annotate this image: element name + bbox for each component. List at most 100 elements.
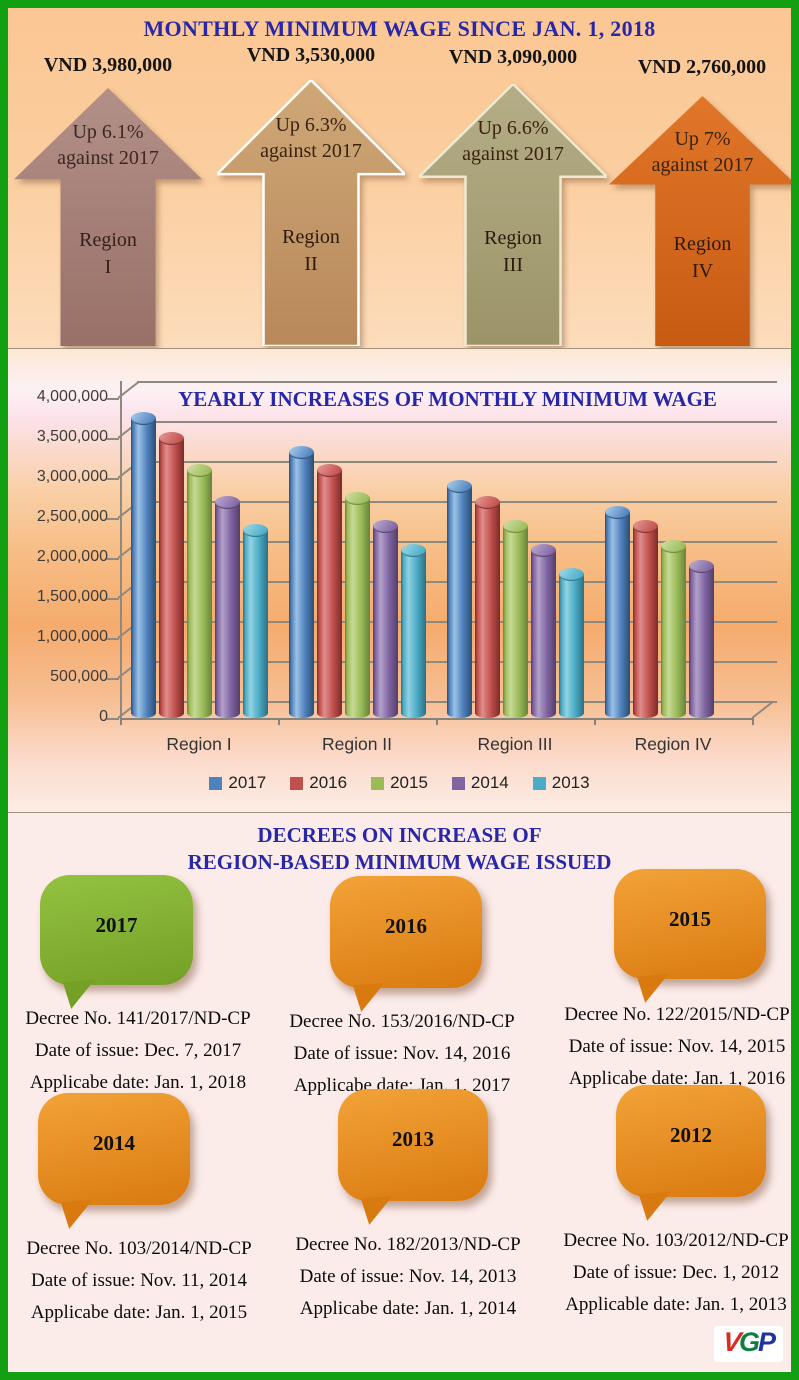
chart-title: YEARLY INCREASES OF MONTHLY MINIMUM WAGE xyxy=(178,387,717,411)
legend-label: 2013 xyxy=(551,773,590,792)
legend-label: 2015 xyxy=(390,773,428,792)
xtick xyxy=(436,718,438,725)
yearly-wage-chart-section: YEARLY INCREASES OF MONTHLY MINIMUM WAGE… xyxy=(8,348,791,812)
region-4-amount: VND 2,760,000 xyxy=(637,56,767,78)
up-arrow-icon xyxy=(609,96,791,346)
region-2-label: Region II xyxy=(282,225,340,275)
legend-swatch xyxy=(451,776,465,790)
logo-letter-p: P xyxy=(757,1327,776,1357)
xlab: Region III xyxy=(477,734,553,754)
up-arrow-icon xyxy=(217,80,405,346)
decree-applicable-date: Applicabe date: Jan. 1, 2018 xyxy=(29,1072,247,1093)
legend-swatch xyxy=(532,776,546,790)
logo-letter-g: G xyxy=(738,1327,760,1357)
region-4-arrow: Up 7% against 2017 Region IV xyxy=(609,96,791,346)
decree-number: Decree No. 103/2012/ND-CP xyxy=(563,1230,789,1251)
region-4-increase: Up 7% against 2017 xyxy=(651,128,754,176)
decree-issue-date: Date of issue: Nov. 14, 2016 xyxy=(293,1043,511,1064)
legend-item-2014: 2014 xyxy=(451,773,509,793)
decree-text-2012: Decree No. 103/2012/ND-CP Date of issue:… xyxy=(546,1225,791,1321)
vaxis xyxy=(120,381,122,718)
decrees-title-line1: DECREES ON INCREASE OF xyxy=(257,823,542,847)
decree-number: Decree No. 103/2014/ND-CP xyxy=(26,1238,252,1259)
ylab: 1,000,000 xyxy=(36,628,108,645)
bar-region-ii-2015 xyxy=(345,492,370,718)
region-3-label: Region III xyxy=(484,227,542,277)
diag xyxy=(751,701,773,719)
xtick xyxy=(752,718,754,725)
up-arrow-icon xyxy=(419,84,607,346)
stub xyxy=(107,598,119,600)
gridline xyxy=(137,381,777,383)
decree-issue-date: Date of issue: Nov. 14, 2013 xyxy=(299,1266,517,1287)
legend-label: 2014 xyxy=(470,773,509,792)
vgp-logo: VGP xyxy=(713,1326,783,1362)
ylab: 3,000,000 xyxy=(36,468,108,485)
region-1-arrow: Up 6.1% against 2017 Region I xyxy=(14,88,202,346)
xlab: Region IV xyxy=(634,734,712,754)
bar-region-i-2014 xyxy=(215,496,240,718)
ylab: 2,500,000 xyxy=(36,508,108,525)
bar-region-i-2017 xyxy=(131,412,156,718)
decree-text-2016: Decree No. 153/2016/ND-CP Date of issue:… xyxy=(272,1006,532,1102)
ylab: 3,500,000 xyxy=(36,428,108,445)
decree-text-2014: Decree No. 103/2014/ND-CP Date of issue:… xyxy=(8,1233,270,1329)
ylab: 0 xyxy=(99,708,108,725)
bar-region-i-2016 xyxy=(159,432,184,718)
ylab: 2,000,000 xyxy=(36,548,108,565)
stub xyxy=(107,478,119,480)
stub xyxy=(107,638,119,640)
region-1-increase: Up 6.1% against 2017 xyxy=(57,120,159,169)
logo-letter-v: V xyxy=(721,1327,741,1357)
xlab: Region II xyxy=(321,734,393,754)
decrees-section: DECREES ON INCREASE OF REGION-BASED MINI… xyxy=(8,812,791,1372)
ylab: 4,000,000 xyxy=(36,388,108,405)
decree-number: Decree No. 122/2015/ND-CP xyxy=(564,1004,790,1025)
stub xyxy=(107,718,119,720)
decree-text-2017: Decree No. 141/2017/ND-CP Date of issue:… xyxy=(8,1003,268,1099)
bar-region-i-2013 xyxy=(243,524,268,718)
legend-label: 2017 xyxy=(228,773,267,792)
bar-region-iii-2017 xyxy=(447,480,472,718)
bubble-year: 2014 xyxy=(93,1131,135,1155)
legend-label: 2016 xyxy=(309,773,348,792)
bar-region-ii-2017 xyxy=(289,446,314,718)
decree-number: Decree No. 153/2016/ND-CP xyxy=(289,1011,515,1032)
region-2-increase: Up 6.3% against 2017 xyxy=(260,113,362,162)
region-1-amount: VND 3,980,000 xyxy=(43,54,173,76)
decree-bubble-2016: 2016 xyxy=(330,876,482,988)
decree-applicable-date: Applicabe date: Jan. 1, 2014 xyxy=(299,1298,517,1319)
decree-text-2013: Decree No. 182/2013/ND-CP Date of issue:… xyxy=(278,1229,538,1325)
bar-region-ii-2013 xyxy=(401,544,426,718)
decree-issue-date: Date of issue: Dec. 1, 2012 xyxy=(572,1262,780,1283)
chart-legend: 2017 2016 2015 2014 2013 xyxy=(8,773,791,793)
decree-issue-date: Date of issue: Nov. 11, 2014 xyxy=(30,1270,247,1291)
region-3-amount: VND 3,090,000 xyxy=(448,46,578,68)
bubble-year: 2012 xyxy=(670,1123,712,1147)
legend-swatch xyxy=(209,776,223,790)
decree-bubble-2012: 2012 xyxy=(616,1085,766,1197)
bar-region-iv-2015 xyxy=(661,540,686,718)
ylab: 1,500,000 xyxy=(36,588,108,605)
legend-swatch xyxy=(371,776,385,790)
decree-bubble-2017: 2017 xyxy=(40,875,193,985)
legend-item-2015: 2015 xyxy=(371,773,428,793)
region-3-increase: Up 6.6% against 2017 xyxy=(462,117,564,166)
bar-region-iv-2014 xyxy=(689,560,714,718)
decree-bubble-2014: 2014 xyxy=(38,1093,190,1205)
decree-applicable-date: Applicabe date: Jan. 1, 2016 xyxy=(568,1068,786,1089)
bubble-year: 2017 xyxy=(95,913,138,937)
decree-text-2015: Decree No. 122/2015/ND-CP Date of issue:… xyxy=(548,999,791,1095)
bar-region-i-2015 xyxy=(187,464,212,718)
decree-number: Decree No. 182/2013/ND-CP xyxy=(295,1234,521,1255)
region-2-arrow: Up 6.3% against 2017 Region II xyxy=(217,80,405,346)
bar-region-iii-2015 xyxy=(503,520,528,718)
up-arrow-icon xyxy=(14,88,202,346)
decree-applicable-date: Applicable date: Jan. 1, 2013 xyxy=(565,1294,787,1315)
decree-applicable-date: Applicabe date: Jan. 1, 2015 xyxy=(30,1302,248,1323)
region-1-label: Region I xyxy=(79,229,137,279)
region-2-amount: VND 3,530,000 xyxy=(246,44,376,66)
bar-region-iv-2017 xyxy=(605,506,630,718)
region-3-arrow: Up 6.6% against 2017 Region III xyxy=(419,84,607,346)
